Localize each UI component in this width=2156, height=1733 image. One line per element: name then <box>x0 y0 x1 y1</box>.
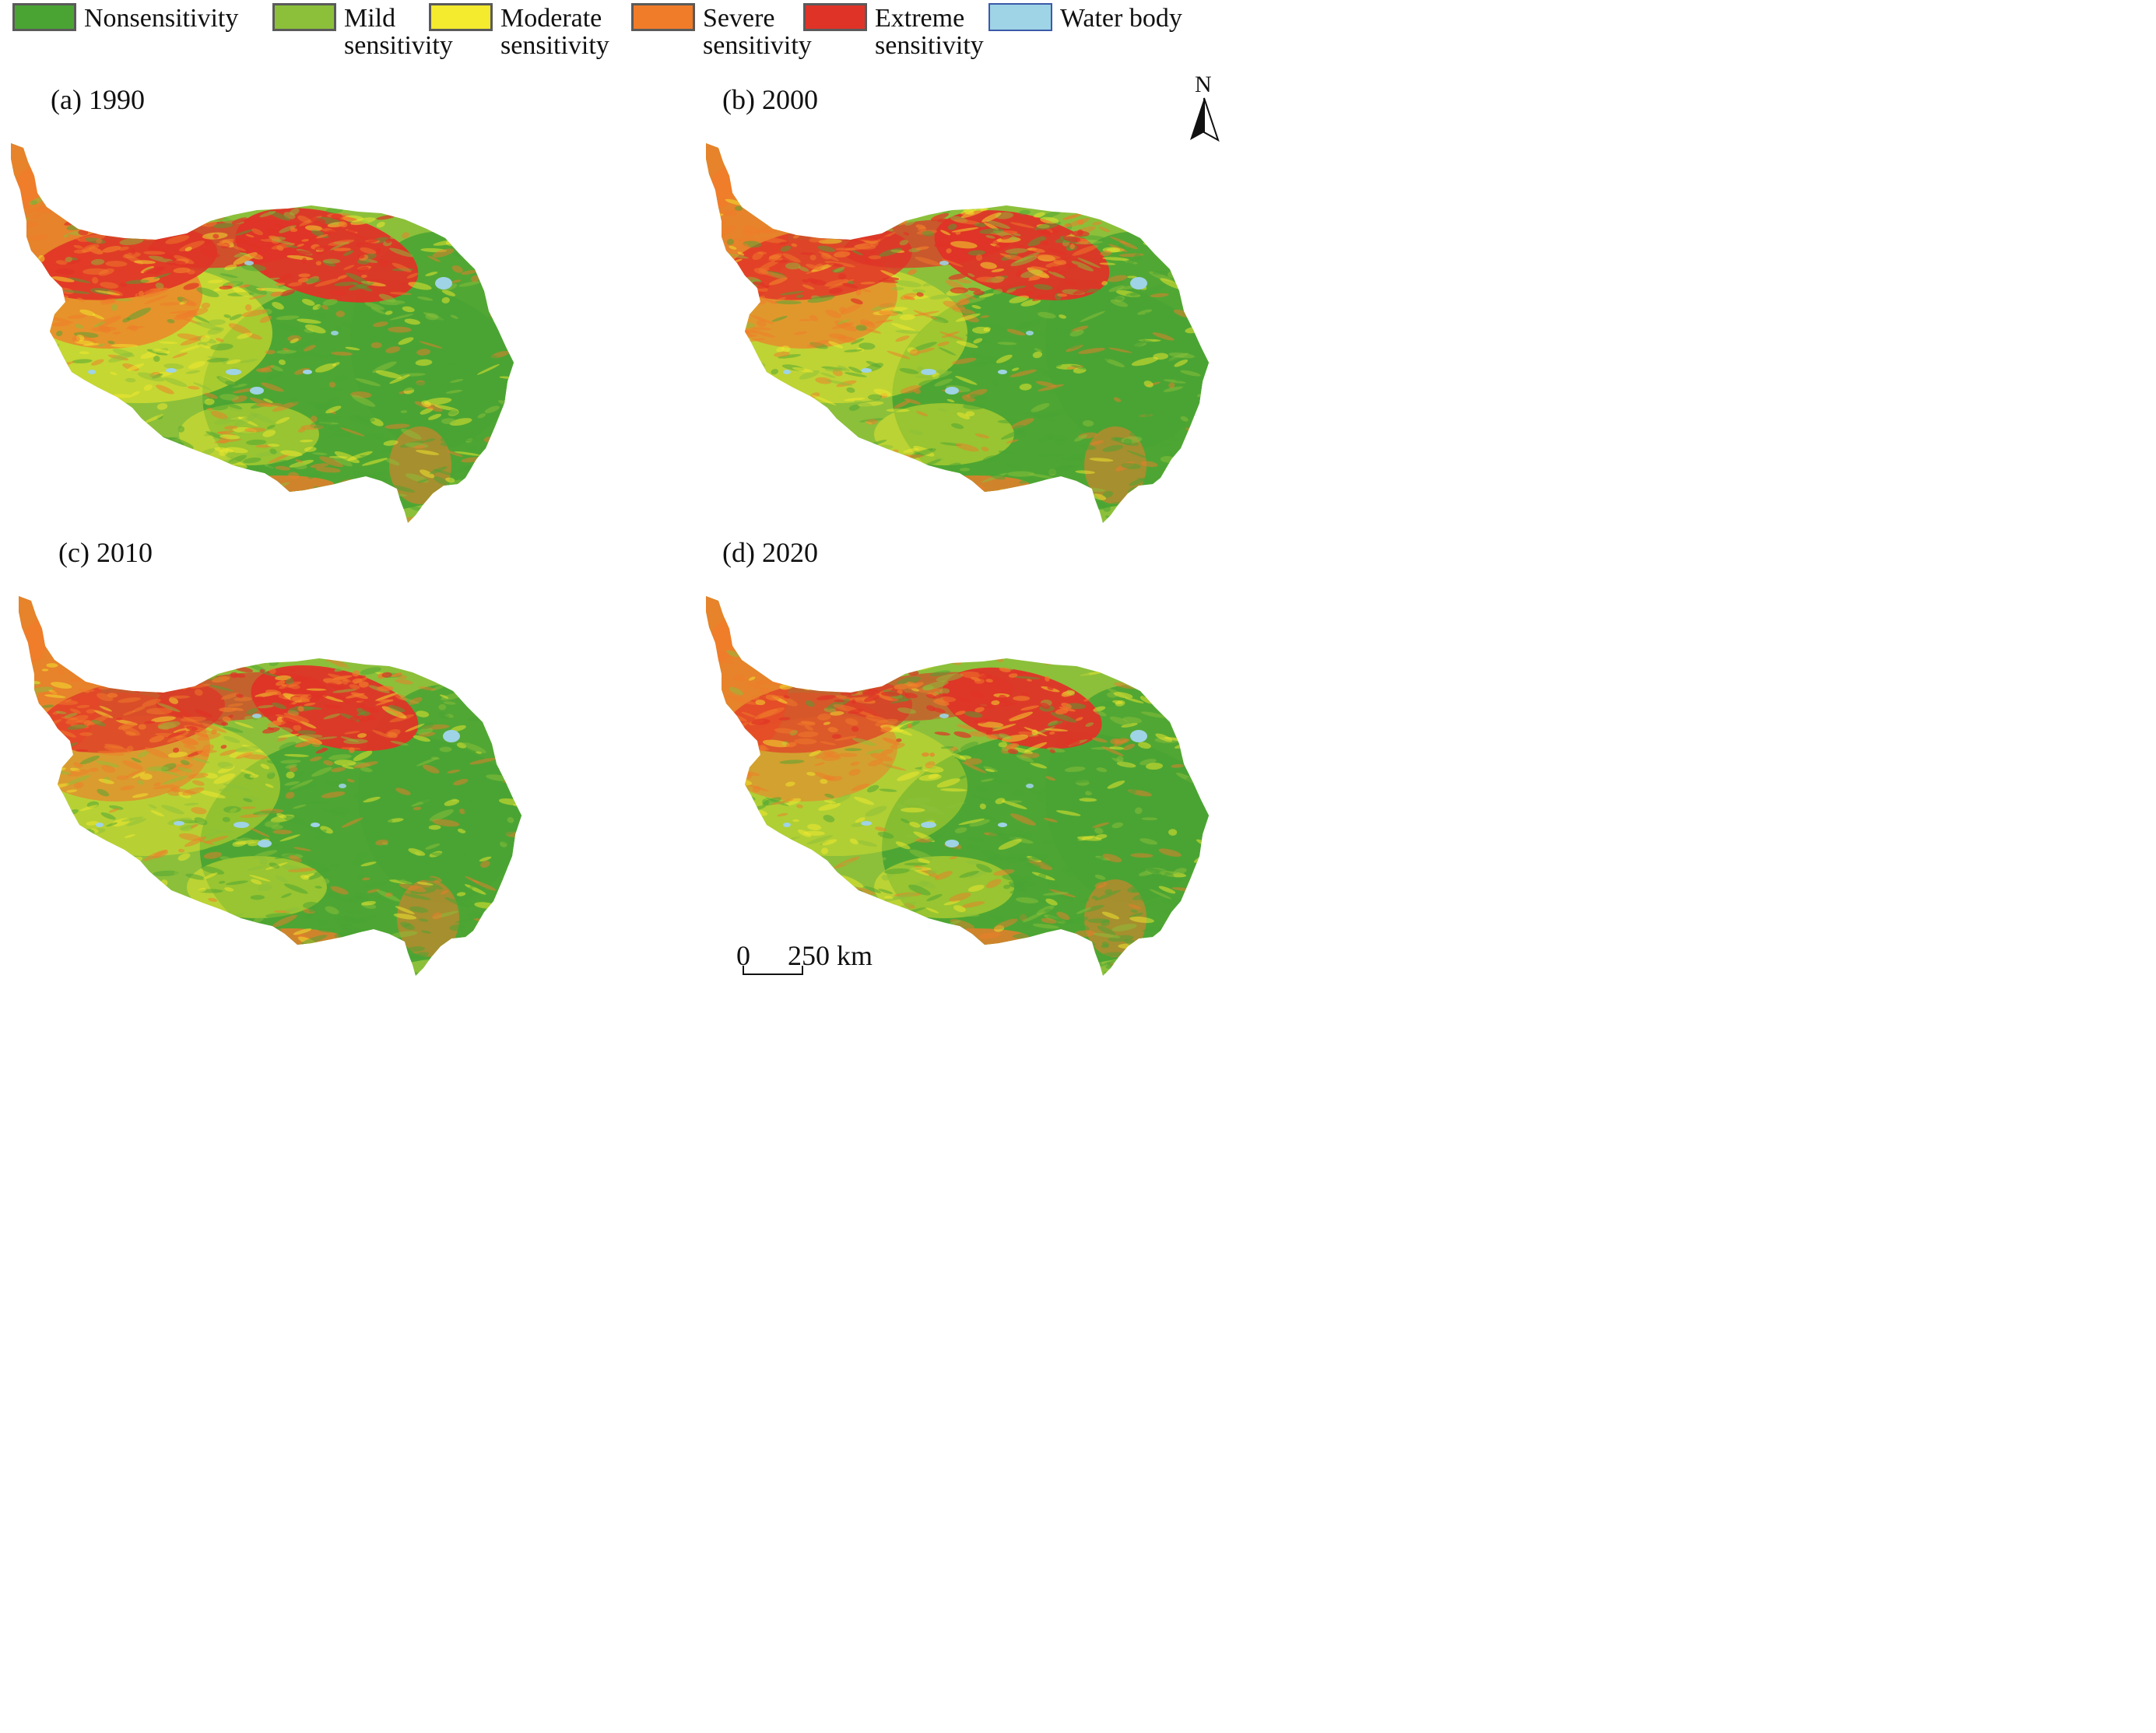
map-panel-b: (b) 2000 <box>695 84 1255 523</box>
legend-label-moderate: Moderate sensitivity <box>500 4 609 60</box>
legend-label-severe: Severe sensitivity <box>703 4 812 60</box>
map-1990 <box>11 143 514 523</box>
map-panel-d: (d) 2020 <box>695 537 1255 976</box>
legend-swatch-extreme <box>803 3 867 31</box>
scale-start-label: 0 <box>736 940 750 971</box>
legend-swatch-severe <box>631 3 695 31</box>
legend-item-severe: Severe sensitivity <box>631 3 812 59</box>
legend-label-water-body: Water body <box>1060 4 1182 33</box>
legend-swatch-mild <box>272 3 336 31</box>
map-2000 <box>706 143 1209 523</box>
scale-end-label: 250 km <box>788 940 873 971</box>
legend-item-mild: Mild sensitivity <box>272 3 453 59</box>
panel-title-b: (b) 2000 <box>722 84 818 115</box>
panel-title-c: (c) 2010 <box>58 537 153 568</box>
panel-title-a: (a) 1990 <box>51 84 145 115</box>
legend-item-water-body: Water body <box>988 3 1182 32</box>
map-panel-a: (a) 1990 <box>0 84 560 523</box>
scale-tick-start <box>743 966 744 975</box>
legend-item-extreme: Extreme sensitivity <box>803 3 984 59</box>
legend-swatch-water-body <box>988 3 1052 31</box>
legend-swatch-nonsensitivity <box>12 3 76 31</box>
legend-label-mild: Mild sensitivity <box>344 4 453 60</box>
legend-item-nonsensitivity: Nonsensitivity <box>12 3 238 32</box>
map-2010 <box>19 596 521 976</box>
scale-line <box>743 973 803 975</box>
panel-title-d: (d) 2020 <box>722 537 818 568</box>
north-arrow: N <box>1187 72 1220 143</box>
map-panel-c: (c) 2010 <box>8 537 568 976</box>
legend-label-extreme: Extreme sensitivity <box>875 4 984 60</box>
map-2020 <box>706 596 1209 976</box>
north-arrow-icon <box>1190 97 1220 142</box>
north-label: N <box>1195 72 1212 97</box>
legend: Nonsensitivity Mild sensitivity Moderate… <box>0 0 1220 74</box>
legend-swatch-moderate <box>429 3 493 31</box>
legend-item-moderate: Moderate sensitivity <box>429 3 609 59</box>
scale-bar: 0 250 km <box>732 940 887 979</box>
scale-tick-end <box>802 966 803 975</box>
legend-label-nonsensitivity: Nonsensitivity <box>84 4 239 33</box>
